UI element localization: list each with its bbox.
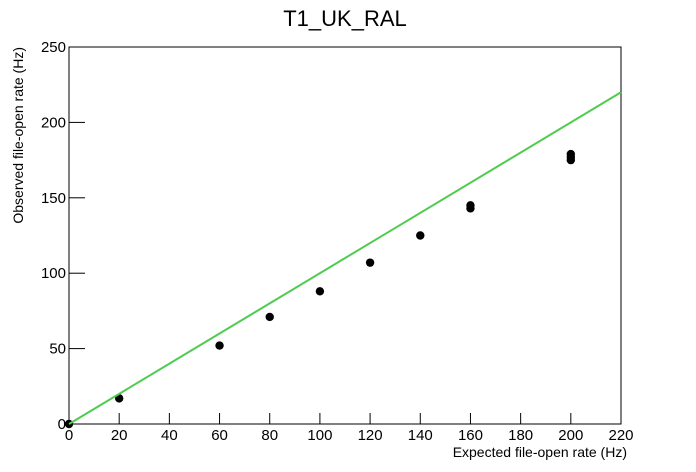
- data-point: [365, 258, 375, 267]
- data-point: [566, 149, 576, 159]
- y-tick-label: 250: [41, 39, 66, 56]
- fit-line: [68, 91, 622, 425]
- x-tick-label: 100: [307, 427, 332, 444]
- y-axis-label: Observed file-open rate (Hz): [10, 47, 26, 224]
- y-tick-label: 50: [49, 341, 66, 358]
- x-tick-label: 220: [608, 427, 633, 444]
- x-tick-label: 180: [508, 427, 533, 444]
- x-tick-label: 140: [408, 427, 433, 444]
- x-tick-label: 200: [558, 427, 583, 444]
- x-tick-label: 60: [211, 427, 228, 444]
- y-tick-label: 100: [41, 265, 66, 282]
- y-tick-label: 200: [41, 114, 66, 131]
- chart-title: T1_UK_RAL: [283, 6, 407, 31]
- data-point: [215, 341, 224, 350]
- plot-frame: [68, 46, 622, 425]
- x-tick-label: 160: [458, 427, 483, 444]
- y-tick-label: 0: [58, 416, 66, 433]
- x-axis-label: Expected file-open rate (Hz): [453, 444, 627, 460]
- x-tick-label: 20: [111, 427, 128, 444]
- data-point: [315, 287, 325, 296]
- y-tick-label: 150: [41, 190, 66, 207]
- data-point: [416, 231, 425, 240]
- x-tick-label: 120: [358, 427, 383, 444]
- x-tick-label: 80: [261, 427, 278, 444]
- data-point: [265, 312, 274, 322]
- data-point: [466, 201, 475, 210]
- x-tick-label: 40: [161, 427, 178, 444]
- x-tick-label: 0: [65, 427, 73, 444]
